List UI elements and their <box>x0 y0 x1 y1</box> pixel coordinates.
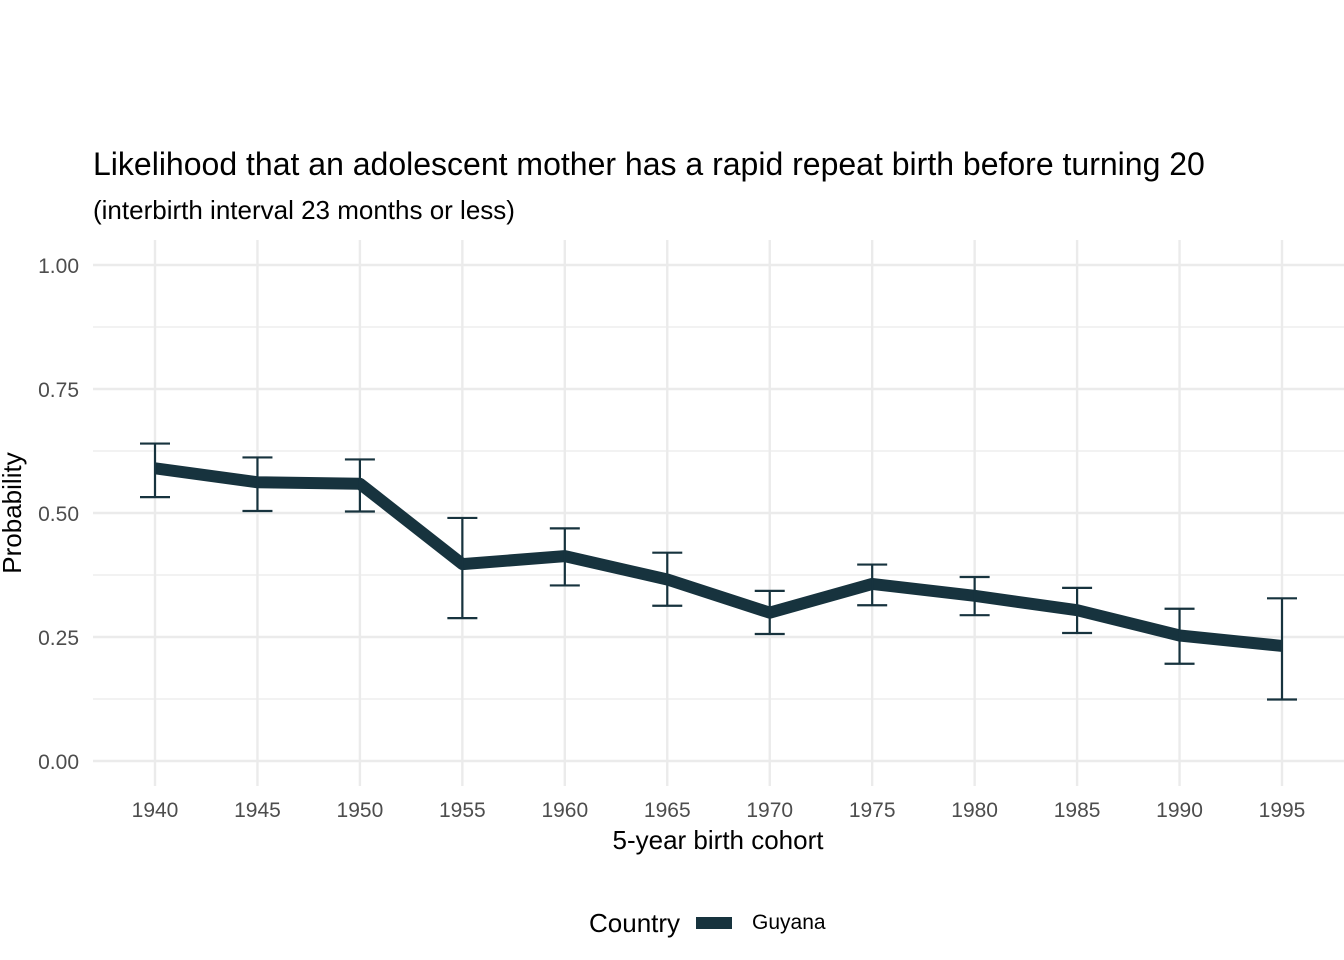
y-tick-label: 0.25 <box>38 627 79 650</box>
y-tick-label: 0.75 <box>38 379 79 402</box>
y-axis-ticks: 0.00 0.25 0.50 0.75 1.00 <box>38 255 79 774</box>
major-gridlines <box>93 240 1344 786</box>
error-bar <box>1062 586 1093 635</box>
error-bar <box>242 456 273 513</box>
x-tick-label: 1975 <box>849 799 896 822</box>
x-tick-label: 1955 <box>439 799 486 822</box>
legend-key-guyana <box>696 917 733 929</box>
chart-subtitle: (interbirth interval 23 months or less) <box>93 195 515 225</box>
x-axis-ticks: 1940 1945 1950 1955 1960 1965 1970 1975 1980 1985… <box>132 799 1306 822</box>
legend-label-guyana: Guyana <box>752 911 826 934</box>
series-guyana <box>154 462 1283 652</box>
error-bar <box>754 589 785 636</box>
error-bar <box>447 516 478 620</box>
x-tick-label: 1995 <box>1259 799 1306 822</box>
x-tick-label: 1990 <box>1156 799 1203 822</box>
error-bar <box>1267 597 1297 701</box>
x-tick-label: 1965 <box>644 799 691 822</box>
chart-title: Likelihood that an adolescent mother has… <box>93 146 1205 182</box>
x-tick-label: 1945 <box>234 799 281 822</box>
y-tick-label: 0.00 <box>38 751 79 774</box>
series-line-guyana <box>154 462 1283 652</box>
error-bar <box>549 527 580 587</box>
y-axis-title: Probability <box>0 452 27 573</box>
x-tick-label: 1985 <box>1054 799 1101 822</box>
x-axis-title: 5-year birth cohort <box>613 825 825 855</box>
legend-title: Country <box>589 907 681 938</box>
x-tick-label: 1980 <box>951 799 998 822</box>
x-tick-label: 1970 <box>746 799 793 822</box>
legend: Country Guyana <box>589 906 826 940</box>
x-tick-label: 1950 <box>337 799 384 822</box>
error-bar <box>652 551 683 607</box>
error-bar <box>857 563 888 607</box>
error-bar <box>959 575 990 617</box>
y-tick-label: 1.00 <box>38 255 79 278</box>
minor-gridlines <box>93 326 1344 700</box>
x-tick-label: 1940 <box>132 799 179 822</box>
y-tick-label: 0.50 <box>38 503 79 526</box>
error-bars <box>140 442 1297 701</box>
error-bar <box>344 458 375 513</box>
error-bar <box>140 442 170 499</box>
x-tick-label: 1960 <box>541 799 588 822</box>
error-bar <box>1164 607 1195 665</box>
